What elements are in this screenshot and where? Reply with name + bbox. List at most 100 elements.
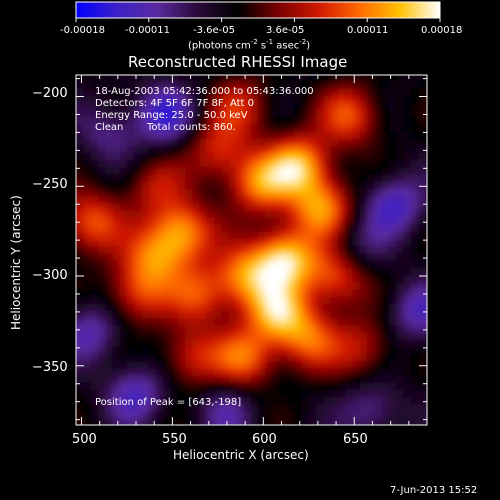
heatmap-cell	[396, 188, 405, 197]
heatmap-cell	[381, 238, 390, 247]
heatmap-cell	[396, 288, 405, 297]
heatmap-cells	[69, 66, 440, 433]
heatmap-cell	[90, 360, 99, 369]
heatmap-cell	[301, 317, 310, 326]
heatmap-cell	[279, 159, 288, 168]
heatmap-cell	[119, 331, 128, 340]
heatmap-cell	[192, 267, 201, 276]
heatmap-cell	[112, 389, 121, 398]
heatmap-cell	[396, 367, 405, 376]
heatmap-cell	[337, 331, 346, 340]
heatmap-cell	[126, 231, 135, 240]
heatmap-cell	[366, 374, 376, 383]
heatmap-cell	[366, 346, 376, 355]
heatmap-cell	[148, 80, 157, 89]
heatmap-cell	[417, 101, 426, 110]
heatmap-cell	[381, 367, 390, 376]
heatmap-cell	[250, 389, 259, 398]
heatmap-cell	[119, 123, 128, 132]
heatmap-cell	[148, 338, 157, 347]
heatmap-cell	[272, 75, 281, 82]
heatmap-cell	[308, 295, 317, 304]
heatmap-cell	[250, 137, 259, 146]
heatmap-cell	[105, 331, 114, 340]
heatmap-cell	[236, 66, 244, 74]
heatmap-cell	[177, 101, 186, 110]
heatmap-cell	[163, 238, 172, 247]
heatmap-cell	[156, 367, 165, 376]
heatmap-cell	[250, 324, 259, 333]
heatmap-cell	[134, 130, 143, 139]
heatmap-cell	[134, 123, 143, 132]
heatmap-cell	[316, 396, 325, 405]
heatmap-cell	[286, 295, 296, 304]
heatmap-cell	[163, 130, 172, 139]
heatmap-cell	[396, 310, 405, 319]
heatmap-cell	[250, 195, 259, 204]
heatmap-cell	[272, 216, 281, 225]
heatmap-cell	[236, 166, 245, 175]
heatmap-cell	[126, 152, 135, 161]
heatmap-cell	[163, 223, 172, 232]
heatmap-cell	[330, 195, 339, 204]
heatmap-cell	[141, 231, 150, 240]
heatmap-cell	[170, 274, 179, 283]
heatmap-cell	[308, 252, 317, 261]
heatmap-cell	[286, 94, 296, 103]
heatmap-cell	[76, 288, 85, 297]
heatmap-cell	[432, 281, 440, 289]
heatmap-cell	[345, 116, 354, 125]
heatmap-cell	[352, 195, 361, 204]
heatmap-cell	[345, 80, 354, 89]
heatmap-cell	[403, 238, 412, 247]
heatmap-cell	[294, 310, 303, 319]
heatmap-cell	[76, 159, 85, 168]
heatmap-cell	[308, 389, 317, 398]
heatmap-cell	[308, 216, 317, 225]
heatmap-cell	[76, 295, 85, 304]
heatmap-cell	[425, 130, 427, 139]
heatmap-cell	[177, 360, 186, 369]
heatmap-cell	[185, 317, 194, 326]
heatmap-cell	[337, 389, 346, 398]
heatmap-cell	[119, 87, 128, 96]
heatmap-cell	[257, 295, 266, 304]
heatmap-cell	[177, 75, 186, 82]
heatmap-cell	[388, 403, 397, 412]
heatmap-cell	[134, 288, 143, 297]
heatmap-cell	[177, 310, 186, 319]
heatmap-cell	[388, 302, 397, 311]
heatmap-cell	[265, 331, 274, 340]
heatmap-cell	[410, 417, 419, 425]
heatmap-cell	[279, 94, 288, 103]
heatmap-cell	[345, 145, 354, 153]
heatmap-cell	[366, 80, 376, 89]
heatmap-cell	[90, 130, 99, 139]
heatmap-cell	[352, 259, 361, 268]
heatmap-cell	[359, 166, 368, 175]
heatmap-cell	[417, 331, 426, 340]
heatmap-cell	[141, 101, 150, 110]
heatmap-cell	[185, 331, 194, 340]
heatmap-cell	[374, 324, 383, 333]
heatmap-cell	[112, 425, 120, 433]
heatmap-cell	[337, 152, 346, 161]
heatmap-cell	[294, 223, 303, 232]
heatmap-cell	[163, 173, 172, 182]
heatmap-cell	[294, 145, 303, 153]
heatmap-cell	[301, 381, 310, 390]
heatmap-cell	[243, 389, 252, 398]
heatmap-cell	[250, 374, 259, 383]
heatmap-cell	[265, 360, 274, 369]
heatmap-cell	[69, 66, 77, 74]
heatmap-cell	[177, 403, 186, 412]
heatmap-cell	[177, 346, 186, 355]
heatmap-cell	[374, 109, 383, 118]
heatmap-cell	[206, 389, 216, 398]
counts-annotation: Total counts: 860.	[147, 122, 236, 133]
heatmap-cell	[141, 302, 150, 311]
heatmap-cell	[163, 338, 172, 347]
heatmap-cell	[308, 80, 317, 89]
heatmap-cell	[206, 410, 216, 419]
heatmap-cell	[286, 381, 296, 390]
